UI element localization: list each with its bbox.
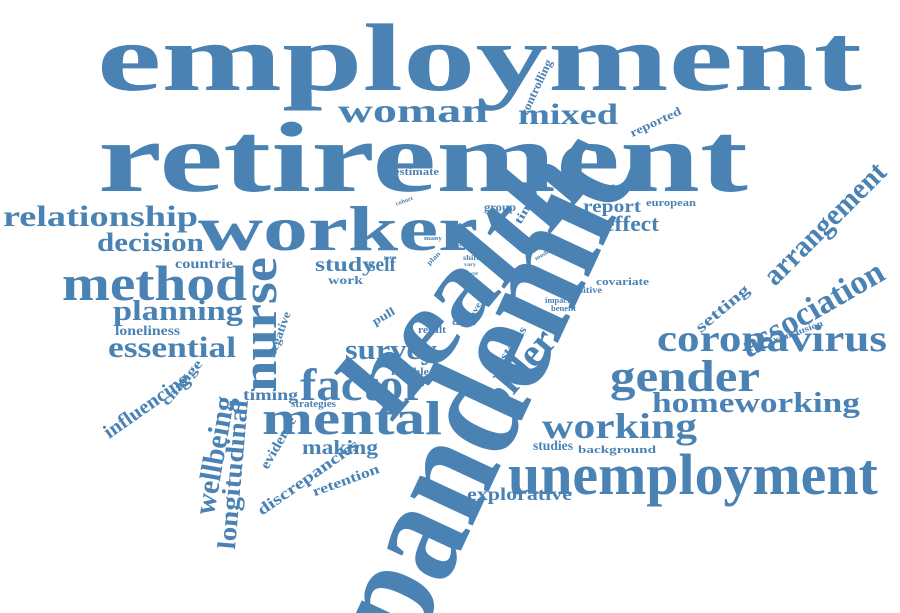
word-estimate: estimate — [394, 167, 440, 178]
word-result: result — [418, 325, 447, 336]
word-mental: mental — [262, 392, 443, 445]
word-timing: timing — [243, 387, 298, 404]
word-background: background — [578, 444, 657, 456]
word-point: point — [384, 256, 397, 261]
word-survey: survey — [345, 335, 438, 366]
word-positive: positive — [568, 285, 603, 295]
word-logit: logit — [466, 272, 478, 277]
word-benefit: benefit — [551, 304, 576, 313]
word-work: work — [328, 273, 363, 287]
word-studies: studies — [533, 439, 573, 454]
word-making: making — [302, 437, 379, 459]
word-group: group — [484, 200, 516, 214]
word-effect: effect — [604, 211, 660, 236]
word-report: report — [583, 196, 641, 216]
word-loneliness: loneliness — [115, 324, 181, 339]
word-shift: shift — [463, 254, 480, 262]
word-working: working — [542, 406, 698, 446]
word-self: self — [368, 254, 396, 276]
word-worker: worker — [198, 193, 479, 264]
word-gender: gender — [610, 352, 760, 401]
word-coronavirus: coronavirus — [657, 318, 887, 360]
word-employment: employment — [97, 4, 862, 111]
word-strategies: strategies — [291, 399, 337, 410]
word-mixed: mixed — [518, 98, 619, 131]
word-essential: essential — [108, 331, 237, 364]
word-decision: decision — [97, 228, 204, 257]
word-homeworking: homeworking — [652, 388, 860, 419]
word-planning: planning — [113, 296, 243, 327]
word-many: many — [424, 236, 443, 242]
word-european: european — [646, 197, 696, 209]
word-woman: woman — [338, 93, 489, 130]
word-explorative: explorative — [467, 484, 572, 504]
word-data: data — [452, 317, 476, 328]
word-unemployment: unemployment — [508, 442, 878, 507]
word-retirement: retirement — [98, 102, 748, 213]
word-vary: vary — [464, 263, 477, 268]
word-study: study — [315, 254, 376, 276]
word-covariate: covariate — [596, 276, 650, 288]
word-relationship: relationship — [3, 200, 198, 233]
word-factor: factor — [300, 359, 426, 410]
word-impact: impact — [545, 296, 570, 305]
word-flexible: flexible — [391, 367, 429, 378]
word-method: method — [62, 255, 247, 311]
word-countrie: countrie — [175, 257, 233, 272]
